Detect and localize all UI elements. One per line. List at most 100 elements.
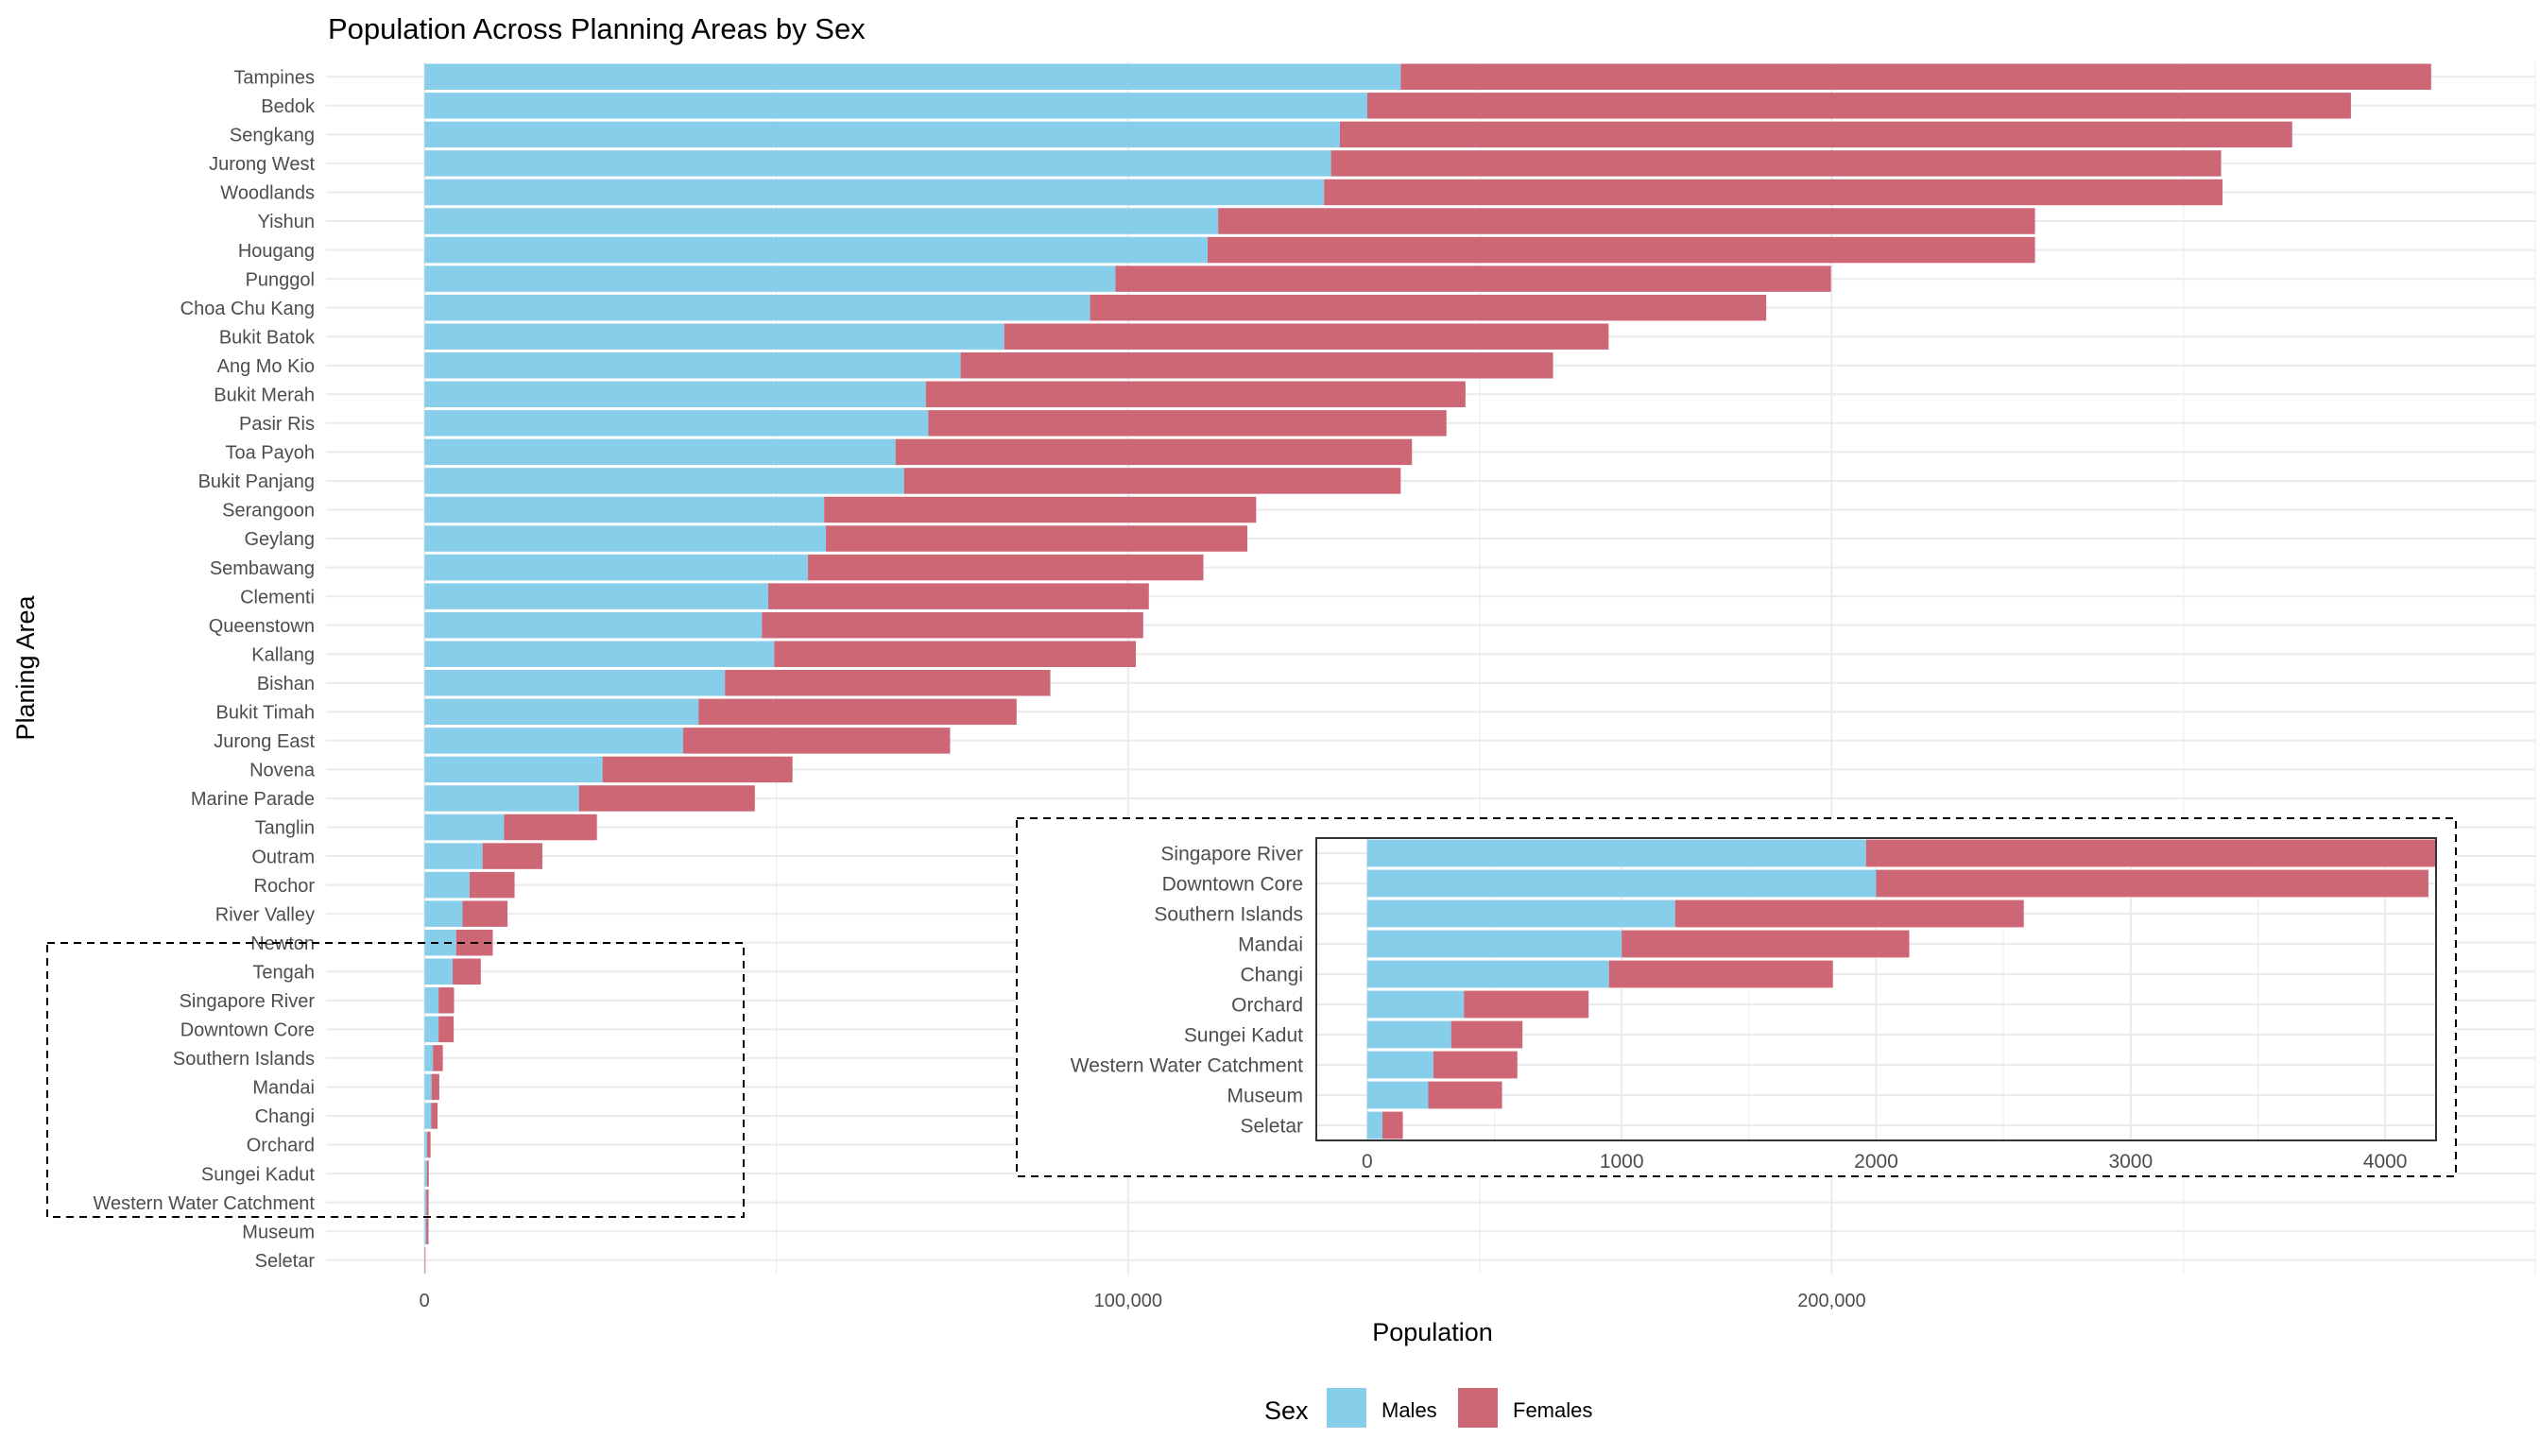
main-y-tick-label: Sengkang — [230, 126, 315, 146]
main-bar-males-serangoon — [424, 496, 825, 523]
main-bar-females-pasir-ris — [928, 410, 1447, 437]
main-bar-males-museum — [424, 1218, 427, 1244]
main-y-tick-label: Jurong East — [214, 731, 315, 752]
main-bar-males-bukit-timah — [424, 698, 699, 726]
inset-bar-females-downtown-core — [1876, 869, 2428, 898]
main-bar-females-southern-islands — [433, 1045, 443, 1071]
main-y-tick-label: Bukit Timah — [216, 703, 315, 724]
main-y-tick-label: Geylang — [245, 529, 316, 550]
main-y-tick-label: Mandai — [252, 1078, 315, 1099]
main-bar-females-western-water-catchment — [426, 1189, 429, 1216]
main-bar-females-sengkang — [1339, 121, 2292, 148]
main-bar-females-geylang — [826, 525, 1248, 552]
main-bar-males-yishun — [424, 208, 1219, 234]
main-bar-males-tanglin — [424, 814, 505, 841]
inset-panel-border — [1315, 837, 2437, 1141]
main-bar-males-bedok — [424, 93, 1367, 119]
main-bar-males-mandai — [424, 1073, 432, 1101]
main-bar-males-ang-mo-kio — [424, 352, 961, 379]
main-bar-males-bukit-batok — [424, 323, 1004, 350]
main-bars — [424, 63, 2431, 1274]
main-bar-males-tengah — [424, 958, 454, 985]
main-bar-males-bukit-merah — [424, 381, 926, 408]
main-y-tick-label: Southern Islands — [173, 1049, 315, 1070]
main-bar-females-kallang — [774, 641, 1137, 667]
legend-title: Sex — [1264, 1396, 1309, 1425]
main-bar-males-western-water-catchment — [424, 1189, 427, 1216]
main-bar-males-queenstown — [424, 611, 763, 639]
inset-bar-males-museum — [1366, 1081, 1429, 1109]
inset-bar-males-orchard — [1366, 990, 1465, 1019]
inset-bar-females-southern-islands — [1674, 899, 2024, 928]
main-bar-females-mandai — [431, 1073, 439, 1101]
main-bar-males-punggol — [424, 266, 1116, 292]
legend-key-females — [1458, 1388, 1498, 1428]
main-bar-males-novena — [424, 756, 603, 783]
main-bar-males-singapore-river — [424, 987, 439, 1014]
main-y-tick-label: Bukit Batok — [219, 327, 316, 348]
main-y-tick-label: Outram — [251, 847, 315, 867]
main-bar-females-bishan — [725, 670, 1051, 696]
main-y-tick-label: Punggol — [246, 269, 315, 290]
main-bar-males-clementi — [424, 583, 768, 609]
inset-y-tick-label: Mandai — [1238, 934, 1303, 956]
main-y-tick-label: Marine Parade — [191, 789, 315, 810]
main-bar-females-queenstown — [762, 611, 1143, 639]
main-y-tick-label: Rochor — [254, 876, 316, 897]
main-y-tick-label: Downtown Core — [180, 1020, 315, 1041]
main-bar-females-sungei-kadut — [426, 1160, 429, 1187]
main-y-tick-label: Bishan — [257, 674, 315, 694]
main-bar-females-punggol — [1115, 266, 1831, 292]
main-y-tick-label: River Valley — [215, 904, 315, 925]
chart-title: Population Across Planning Areas by Sex — [328, 12, 866, 45]
main-bar-males-seletar — [424, 1246, 425, 1274]
inset-y-tick-label: Seletar — [1240, 1116, 1303, 1138]
legend-label-females: Females — [1513, 1398, 1592, 1422]
inset-x-tick-labels: 0 1000 2000 3000 4000 — [1362, 1151, 2407, 1173]
main-bar-males-jurong-west — [424, 150, 1331, 177]
main-y-tick-label: Tengah — [252, 962, 315, 983]
inset-bar-males-downtown-core — [1366, 869, 1877, 898]
main-bar-males-bishan — [424, 670, 726, 696]
main-bar-females-sembawang — [808, 554, 1204, 581]
inset-bar-females-museum — [1428, 1081, 1502, 1109]
main-y-tick-label: Novena — [249, 761, 316, 781]
main-y-tick-label: Bukit Merah — [214, 385, 315, 405]
main-bar-males-woodlands — [424, 179, 1325, 206]
main-y-tick-label: Tampines — [233, 67, 315, 88]
inset-x-tick-label: 4000 — [2363, 1151, 2408, 1173]
inset-y-tick-label: Singapore River — [1160, 844, 1303, 865]
main-bar-females-serangoon — [824, 496, 1257, 523]
inset-bar-males-sungei-kadut — [1366, 1020, 1451, 1049]
main-bar-females-bedok — [1366, 93, 2351, 119]
main-bar-males-toa-payoh — [424, 438, 896, 466]
main-bar-females-outram — [482, 843, 542, 869]
main-bar-females-bukit-merah — [925, 381, 1466, 408]
main-bar-females-novena — [602, 756, 793, 783]
inset-bar-males-singapore-river — [1366, 839, 1866, 867]
main-y-tick-label: Toa Payoh — [225, 443, 315, 464]
main-y-tick-label: Sungei Kadut — [201, 1164, 316, 1185]
inset-bar-females-orchard — [1464, 990, 1589, 1019]
main-y-tick-label: Seletar — [255, 1251, 316, 1272]
main-bar-males-sembawang — [424, 554, 809, 581]
main-bar-males-kallang — [424, 641, 775, 667]
main-bar-females-bukit-timah — [698, 698, 1017, 726]
main-bar-males-hougang — [424, 236, 1208, 264]
main-bar-females-seletar — [424, 1246, 426, 1274]
inset-bar-males-mandai — [1366, 930, 1622, 958]
inset-bar-males-western-water-catchment — [1366, 1051, 1433, 1079]
inset-y-tick-label: Museum — [1227, 1086, 1303, 1107]
main-bar-females-hougang — [1207, 236, 2035, 264]
main-bar-males-rochor — [424, 871, 470, 899]
main-bar-males-orchard — [424, 1131, 428, 1158]
main-bar-females-marine-parade — [578, 785, 755, 812]
main-bar-females-tanglin — [504, 814, 597, 841]
main-y-tick-label: Pasir Ris — [239, 414, 315, 435]
inset-bar-males-southern-islands — [1366, 899, 1675, 928]
inset-x-tick-label: 3000 — [2108, 1151, 2153, 1173]
zoom-highlight-box — [46, 942, 745, 1218]
main-x-tick-label: 0 — [420, 1291, 430, 1311]
